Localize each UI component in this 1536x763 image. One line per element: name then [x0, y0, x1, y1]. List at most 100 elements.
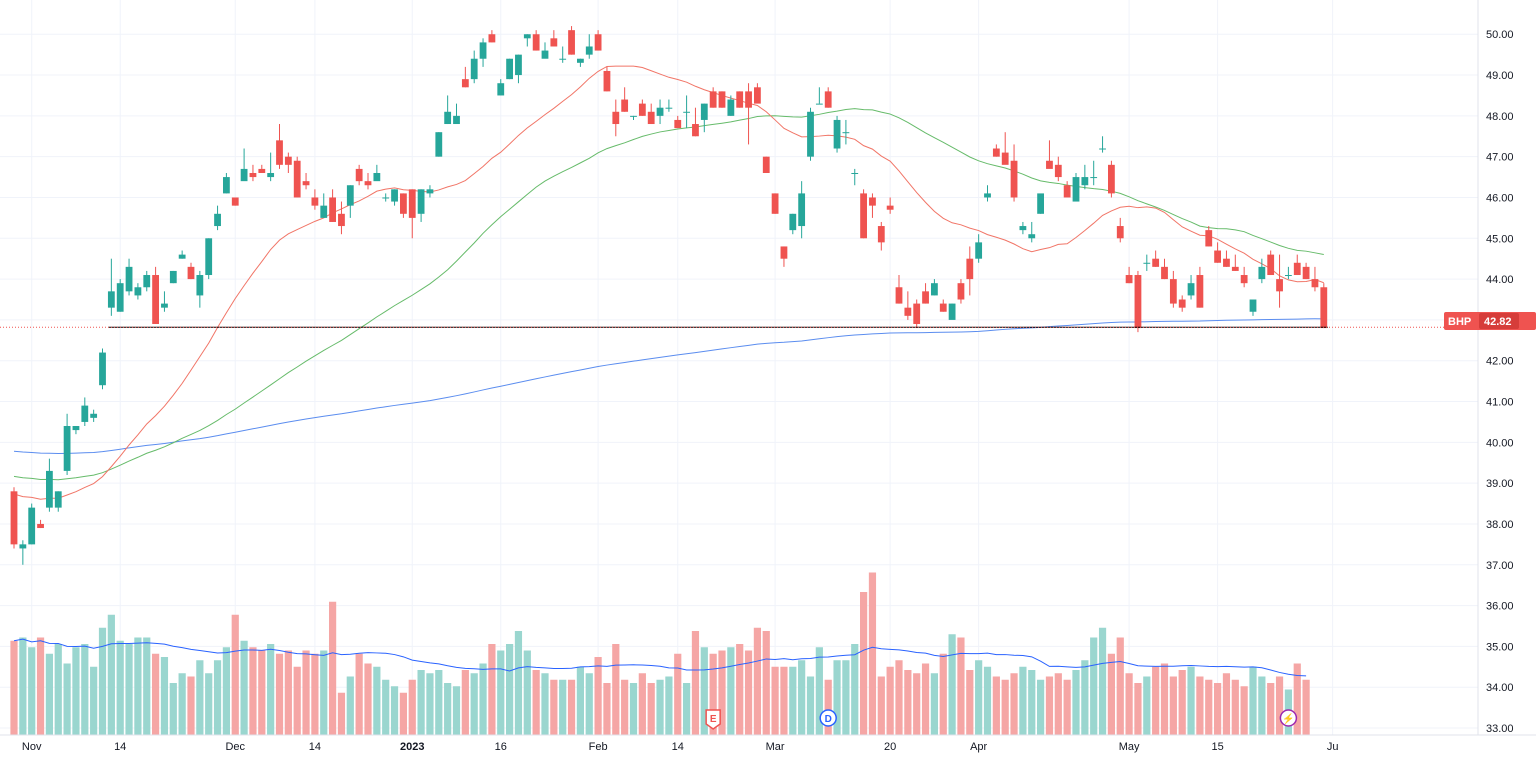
candle	[559, 46, 567, 63]
volume-bar	[390, 686, 399, 735]
candle-body	[1293, 262, 1301, 276]
candle	[1258, 258, 1266, 284]
volume-bar	[647, 683, 655, 735]
candle	[143, 270, 151, 292]
event-markers[interactable]: E D ⚡	[705, 709, 1298, 730]
volume-bar	[921, 663, 930, 735]
candle	[161, 291, 168, 312]
time-tick-label: 14	[309, 741, 321, 753]
candle-body	[134, 287, 142, 296]
candle	[904, 291, 912, 320]
candle-body	[842, 132, 850, 134]
volume-bar	[169, 683, 177, 735]
candle	[1267, 250, 1275, 276]
candle-body	[338, 213, 345, 227]
price-badge-value-bg	[1479, 313, 1519, 329]
volume-bar	[541, 673, 549, 735]
volume-bar	[134, 637, 142, 735]
candle-body	[931, 283, 938, 296]
candle-body	[152, 275, 159, 324]
candle	[1249, 299, 1257, 316]
candle	[338, 201, 345, 235]
event-marker-label: D	[825, 714, 832, 725]
candle-body	[1276, 279, 1283, 292]
candle-body	[1037, 193, 1044, 214]
candle	[355, 164, 363, 186]
volume-bar	[1028, 670, 1036, 735]
volume-moving-average	[13, 638, 1307, 677]
volume-bar	[36, 637, 45, 735]
volume-bar	[187, 676, 195, 735]
candle	[196, 270, 204, 308]
candle-body	[196, 275, 204, 296]
candle	[568, 26, 575, 55]
price-tick-label: 41.00	[1486, 397, 1514, 409]
event-marker[interactable]: D	[819, 709, 837, 727]
volume-bar	[780, 666, 788, 735]
candle-body	[754, 87, 761, 104]
candle	[1019, 221, 1027, 235]
volume-bar	[1222, 673, 1231, 735]
price-axis[interactable]: 50.0049.0048.0047.0046.0045.0044.0043.00…	[1486, 29, 1514, 735]
price-badge-value: 42.82	[1484, 316, 1512, 328]
ma-slow-line	[13, 318, 1324, 455]
candle-body	[948, 303, 956, 320]
candle	[1214, 242, 1221, 263]
candle	[736, 91, 744, 108]
candle	[709, 87, 717, 108]
candle	[1293, 254, 1301, 276]
candle-body	[736, 91, 744, 108]
candle-body	[435, 132, 443, 157]
event-marker[interactable]: E	[705, 709, 721, 730]
candle	[116, 279, 124, 312]
volume-bar	[948, 634, 956, 735]
time-axis[interactable]: Nov 14 Dec 14 2023 16 Feb 14 Mar 20 Apr May 15 Ju	[22, 741, 1339, 753]
candle	[532, 30, 540, 51]
volume-bar	[1152, 666, 1160, 735]
candle-body	[417, 189, 425, 214]
volume-bar	[63, 663, 71, 735]
candle-body	[346, 185, 354, 206]
volume-bar	[1293, 663, 1301, 735]
volume-bar	[523, 650, 531, 735]
volume-bar	[727, 647, 735, 735]
candle	[745, 83, 752, 145]
candle	[1276, 254, 1283, 308]
candle-body	[1081, 177, 1089, 186]
volume-bar	[709, 653, 717, 735]
volume-bar	[1160, 663, 1169, 735]
candle	[205, 238, 213, 280]
volume-bar	[957, 637, 965, 735]
volume-bar	[125, 644, 133, 735]
candle-body	[461, 79, 469, 88]
candles[interactable]	[10, 26, 1328, 565]
candle-body	[10, 491, 18, 545]
candle-body	[807, 111, 814, 157]
candle	[284, 152, 292, 173]
candle-body	[391, 189, 398, 202]
volume-bar	[824, 679, 832, 735]
candle	[842, 119, 850, 145]
volume-bar	[674, 653, 682, 735]
volume-bar	[532, 670, 540, 735]
volume-bar	[382, 679, 390, 735]
candle-body	[214, 213, 221, 227]
candle	[798, 181, 806, 239]
candle	[824, 87, 832, 108]
candle	[1231, 254, 1239, 271]
candle-body	[683, 111, 690, 113]
candle	[258, 164, 266, 173]
candle-body	[382, 197, 390, 199]
volume-bar	[1116, 637, 1124, 735]
candle-body	[400, 193, 407, 214]
event-marker[interactable]: ⚡	[1279, 709, 1298, 727]
candle	[550, 30, 558, 47]
volume-bar	[470, 673, 478, 735]
candle	[488, 30, 496, 43]
candle	[851, 168, 859, 186]
candle-body	[984, 193, 991, 198]
candle-body	[789, 213, 797, 231]
candle-body	[99, 352, 106, 386]
candle-body	[568, 30, 575, 55]
